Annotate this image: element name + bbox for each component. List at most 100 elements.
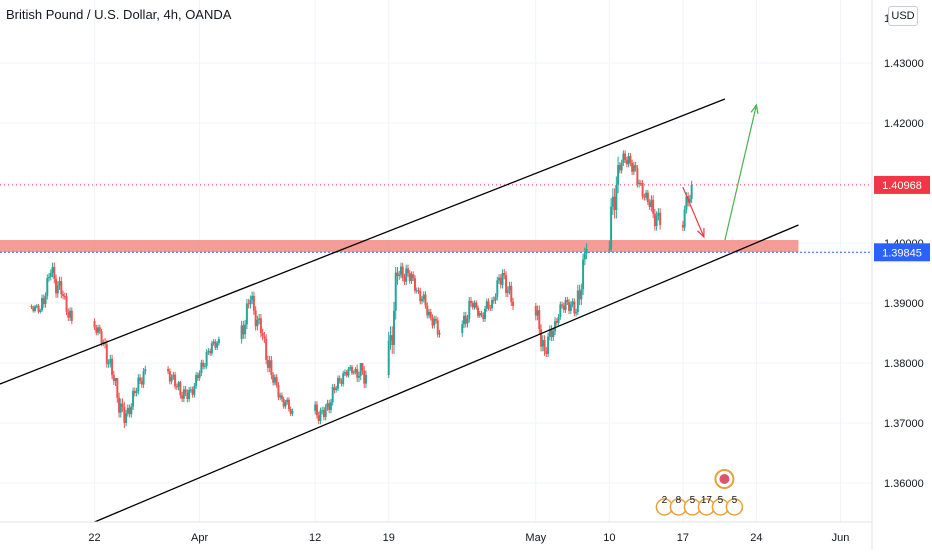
candle-body bbox=[646, 192, 649, 203]
price-label-box[interactable] bbox=[874, 243, 930, 262]
candle bbox=[170, 374, 173, 385]
candle-body bbox=[317, 415, 320, 421]
candle bbox=[657, 208, 660, 221]
candle bbox=[471, 300, 474, 310]
candle bbox=[338, 375, 341, 384]
candle-body bbox=[354, 369, 357, 373]
currency-button[interactable]: USD bbox=[888, 6, 918, 26]
candle bbox=[48, 273, 51, 282]
candle-body bbox=[473, 302, 476, 308]
candle bbox=[177, 381, 180, 391]
candle-body bbox=[203, 365, 206, 367]
candle bbox=[118, 392, 121, 418]
candle-body bbox=[142, 371, 145, 385]
event-marker-count[interactable]: 5 bbox=[718, 495, 724, 506]
price-axis[interactable]: 1.430001.420001.410001.400001.390001.380… bbox=[871, 0, 930, 550]
candle bbox=[46, 274, 49, 300]
candle-body bbox=[611, 196, 614, 207]
candle-body bbox=[291, 411, 294, 414]
candle-body bbox=[286, 399, 289, 403]
candle-body bbox=[175, 386, 178, 388]
candle bbox=[433, 315, 436, 329]
candle bbox=[583, 247, 586, 266]
candle-body bbox=[46, 278, 49, 296]
candle-body bbox=[319, 411, 322, 421]
projection-arrow-down-head[interactable] bbox=[697, 227, 705, 239]
candle-body bbox=[179, 382, 182, 396]
candle-body bbox=[326, 403, 329, 408]
candle-body bbox=[321, 410, 324, 412]
candle bbox=[329, 398, 332, 414]
candle bbox=[534, 303, 537, 321]
candle-body bbox=[272, 375, 275, 383]
candle bbox=[315, 401, 318, 419]
candle bbox=[168, 368, 171, 385]
candle-body bbox=[328, 403, 331, 410]
candle-body bbox=[209, 351, 212, 354]
candle-body bbox=[42, 298, 45, 305]
candle-body bbox=[205, 352, 208, 366]
event-marker[interactable] bbox=[725, 498, 744, 516]
candle-body bbox=[357, 375, 360, 378]
candle-body bbox=[657, 212, 660, 216]
candle bbox=[683, 205, 686, 231]
channel-lower-line[interactable] bbox=[94, 224, 799, 523]
candle bbox=[196, 372, 199, 381]
drawings[interactable] bbox=[0, 98, 799, 523]
projection-arrow-up-head[interactable] bbox=[750, 103, 759, 114]
candle bbox=[142, 367, 145, 388]
event-markers[interactable]: 2 8 5 17 5 5 bbox=[655, 469, 744, 516]
candle-body bbox=[364, 375, 367, 384]
candle-body bbox=[582, 259, 585, 290]
candle-body bbox=[641, 183, 644, 197]
candle bbox=[32, 305, 35, 313]
candle-body bbox=[35, 305, 38, 307]
candle-body bbox=[280, 395, 283, 399]
price-label-box[interactable] bbox=[874, 175, 930, 194]
time-axis[interactable]: 22 Apr 12 19 May 10 17 24 Jun bbox=[0, 521, 872, 544]
candle-body bbox=[195, 375, 198, 386]
time-tick-label: May bbox=[525, 532, 546, 544]
projection-arrow-up[interactable] bbox=[724, 104, 758, 241]
candle bbox=[98, 324, 101, 334]
candle bbox=[540, 324, 543, 352]
price-label-value[interactable]: 1.39845 bbox=[882, 247, 922, 259]
candle bbox=[51, 262, 54, 278]
candle-body bbox=[496, 280, 499, 297]
price-label-value[interactable]: 1.40968 bbox=[882, 180, 922, 192]
candle bbox=[105, 340, 108, 368]
candle bbox=[280, 392, 283, 402]
candle-body bbox=[242, 325, 245, 335]
candle-body bbox=[468, 300, 471, 319]
candle-body bbox=[681, 225, 684, 228]
event-marker-count[interactable]: 5 bbox=[732, 495, 738, 506]
candle-body bbox=[426, 305, 429, 316]
event-marker-count[interactable]: 17 bbox=[701, 495, 713, 506]
event-marker-count[interactable]: 5 bbox=[690, 495, 696, 506]
channel-upper-line[interactable] bbox=[0, 98, 726, 385]
candle-body bbox=[144, 369, 147, 372]
event-marker-count[interactable]: 2 bbox=[662, 495, 668, 506]
candle bbox=[413, 275, 416, 294]
candle bbox=[417, 287, 420, 294]
candle-body bbox=[249, 300, 252, 304]
candle bbox=[111, 354, 114, 380]
price-tick-label: 1.42000 bbox=[884, 118, 924, 130]
event-marker-count[interactable]: 8 bbox=[676, 495, 682, 506]
candle-body bbox=[252, 295, 255, 311]
candle-body bbox=[34, 306, 37, 311]
support-zone[interactable] bbox=[0, 240, 799, 252]
candle-body bbox=[503, 273, 506, 276]
candle bbox=[317, 411, 320, 425]
candle-body bbox=[112, 374, 115, 381]
candle-body bbox=[335, 388, 338, 390]
candle-body bbox=[552, 331, 555, 338]
event-marker-top[interactable] bbox=[714, 469, 735, 489]
candle bbox=[62, 290, 65, 300]
candle-body bbox=[482, 315, 485, 319]
candle bbox=[482, 312, 485, 322]
candle-body bbox=[245, 303, 248, 325]
projection-arrow-down[interactable] bbox=[682, 186, 705, 238]
